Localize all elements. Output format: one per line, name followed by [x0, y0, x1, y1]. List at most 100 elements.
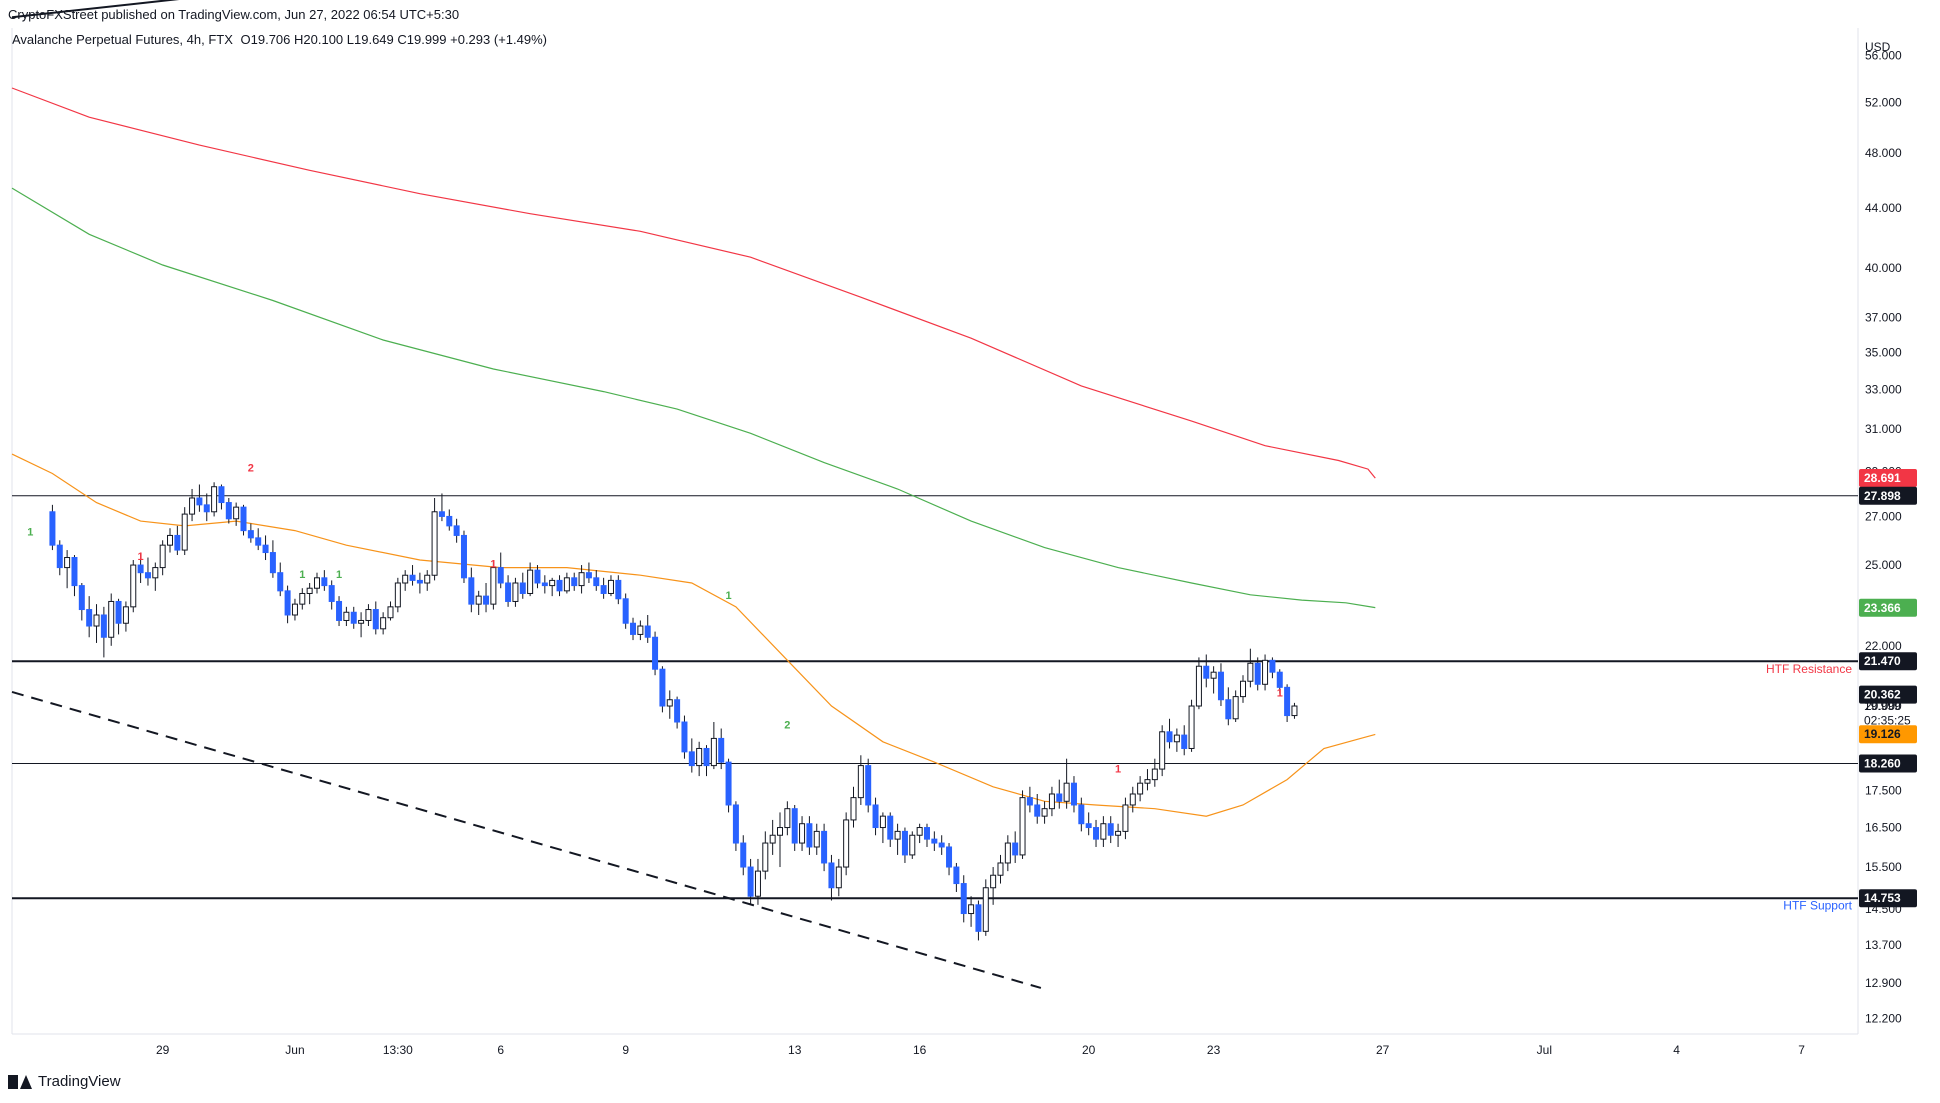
- price-label: 21.470: [1864, 654, 1901, 668]
- candle-body: [343, 611, 350, 621]
- candle-body: [843, 819, 850, 868]
- candle-body: [519, 582, 526, 594]
- candle-body: [747, 866, 754, 897]
- candle-body: [167, 534, 174, 546]
- y-tick-label: 13.700: [1865, 938, 1902, 952]
- candle-body: [284, 590, 291, 616]
- y-tick-label: 12.200: [1865, 1011, 1902, 1025]
- candle-body: [115, 600, 122, 624]
- candle-body: [879, 815, 886, 829]
- candle-body: [1129, 793, 1136, 806]
- price-label: 19.126: [1864, 727, 1901, 741]
- candle-body: [1181, 734, 1188, 749]
- price-label-bg: [1859, 725, 1917, 744]
- axes-frame: [11, 28, 1859, 1035]
- x-tick-label: 6: [497, 1043, 504, 1057]
- candle-body: [1262, 659, 1269, 685]
- count-marker: 1: [725, 590, 731, 602]
- candle-body: [490, 567, 497, 605]
- candle-body: [321, 577, 328, 587]
- x-tick-label: 29: [156, 1043, 170, 1057]
- x-tick-label: 13: [788, 1043, 802, 1057]
- candle-body: [615, 579, 622, 600]
- candle-body: [174, 534, 181, 551]
- candle-body: [1093, 827, 1100, 840]
- candle-body: [255, 537, 262, 546]
- candle-body: [1225, 699, 1232, 720]
- candle-body: [233, 506, 240, 520]
- candle-body: [622, 598, 629, 624]
- y-tick-label: 16.500: [1865, 821, 1902, 835]
- candle-body: [710, 737, 717, 767]
- candle-body: [953, 866, 960, 885]
- candle-body: [1254, 662, 1261, 685]
- candle-body: [630, 622, 637, 635]
- candle-body: [358, 619, 365, 624]
- candle-body: [409, 574, 416, 581]
- candle-body: [1173, 734, 1180, 743]
- candle-body: [960, 883, 967, 915]
- candle-body: [732, 804, 739, 844]
- candle-body: [372, 609, 379, 630]
- candle-body: [982, 887, 989, 932]
- candle-body: [211, 486, 218, 513]
- price-label: 02:35:25: [1864, 713, 1911, 727]
- candle-body: [968, 904, 975, 915]
- candle-body: [1151, 768, 1158, 781]
- candle-body: [380, 617, 387, 630]
- chart-annotation: HTF Resistance: [1766, 662, 1852, 676]
- candle-body: [1048, 793, 1055, 810]
- price-labels: 28.691 27.898 23.366 21.470 20.36219.99902:3…: [1859, 469, 1917, 908]
- candle-body: [754, 870, 761, 897]
- price-label: 28.691: [1864, 471, 1901, 485]
- candle-body: [225, 502, 232, 520]
- candle-body: [703, 747, 710, 767]
- x-tick-label: 4: [1673, 1043, 1680, 1057]
- y-tick-label: 31.000: [1865, 422, 1902, 436]
- candle-body: [1026, 797, 1033, 806]
- candle-body: [387, 606, 394, 619]
- candle-body: [1137, 782, 1144, 795]
- candle-body: [247, 530, 254, 539]
- candle-body: [108, 600, 115, 638]
- candle-body: [1063, 782, 1070, 802]
- candle-body: [799, 823, 806, 844]
- annotations: HTF Resistance HTF Support: [1766, 662, 1853, 912]
- candle-body: [1240, 680, 1247, 698]
- candle-body: [78, 585, 85, 611]
- candle-body: [446, 515, 453, 527]
- candle-body: [336, 600, 343, 621]
- trendline: [11, 690, 1042, 989]
- candle-body: [1004, 842, 1011, 864]
- candle-body: [666, 699, 673, 707]
- candle-body: [144, 572, 151, 579]
- x-tick-label: 7: [1798, 1043, 1805, 1057]
- candle-body: [585, 572, 592, 579]
- candle-body: [549, 579, 556, 587]
- x-tick-label: 13:30: [383, 1043, 413, 1057]
- candle-body: [1100, 823, 1107, 840]
- currency-label: USD: [1865, 40, 1891, 54]
- candle-body: [946, 846, 953, 868]
- candle-body: [527, 569, 534, 594]
- candle-body: [1188, 705, 1195, 749]
- candle-body: [240, 506, 247, 532]
- y-tick-label: 48.000: [1865, 146, 1902, 160]
- y-tick-label: 22.000: [1865, 639, 1902, 653]
- candle-body: [784, 808, 791, 829]
- ema-line: [11, 187, 1376, 609]
- tradingview-footer[interactable]: TradingView: [8, 1073, 121, 1090]
- candle-body: [100, 614, 107, 638]
- symbol-title[interactable]: Avalanche Perpetual Futures, 4h, FTX O19…: [12, 32, 547, 47]
- candle-body: [1041, 808, 1048, 817]
- candle-body: [1210, 671, 1217, 679]
- candle-body: [916, 827, 923, 836]
- candle-body: [534, 569, 541, 584]
- ohlc-readout: O19.706 H20.100 L19.649 C19.999 +0.293 (…: [240, 32, 547, 47]
- tradingview-brand: TradingView: [38, 1073, 121, 1090]
- candle-body: [130, 564, 137, 608]
- candle-body: [931, 838, 938, 844]
- candle-body: [365, 609, 372, 621]
- candle-body: [593, 577, 600, 587]
